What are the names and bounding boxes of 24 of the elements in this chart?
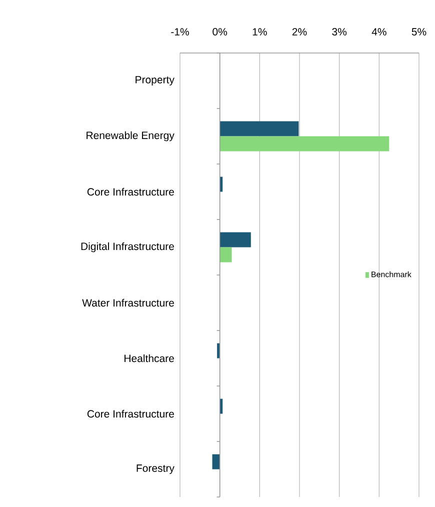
- bar: [212, 454, 220, 470]
- y-tick-label: Property: [136, 76, 174, 86]
- y-tick-label: Core Infrastructure: [87, 410, 174, 418]
- bar: [220, 176, 223, 192]
- bar: [220, 232, 251, 248]
- y-tick-label: Digital Infrastructure: [81, 242, 174, 252]
- legend-label: Benchmark: [372, 271, 412, 278]
- x-tick-label: 2%: [292, 28, 307, 36]
- bar: [220, 247, 232, 262]
- bar: [220, 398, 223, 414]
- bar: [220, 136, 390, 152]
- bar: [217, 343, 220, 358]
- y-tick-label: Healthcare: [124, 354, 174, 362]
- y-tick-label: Water Infrastructure: [82, 298, 174, 307]
- x-tick-label: 5%: [412, 28, 426, 36]
- x-tick-label: 4%: [372, 28, 386, 36]
- x-tick-label: 3%: [332, 28, 347, 36]
- x-tick-label: -1%: [171, 28, 189, 36]
- x-tick-label: 0%: [212, 28, 228, 36]
- y-tick-label: Renewable Energy: [86, 131, 174, 142]
- y-tick-label: Core Infrastructure: [87, 188, 174, 196]
- y-tick-label: Forestry: [136, 464, 174, 474]
- bar: [220, 121, 299, 136]
- x-tick-label: 1%: [252, 28, 267, 36]
